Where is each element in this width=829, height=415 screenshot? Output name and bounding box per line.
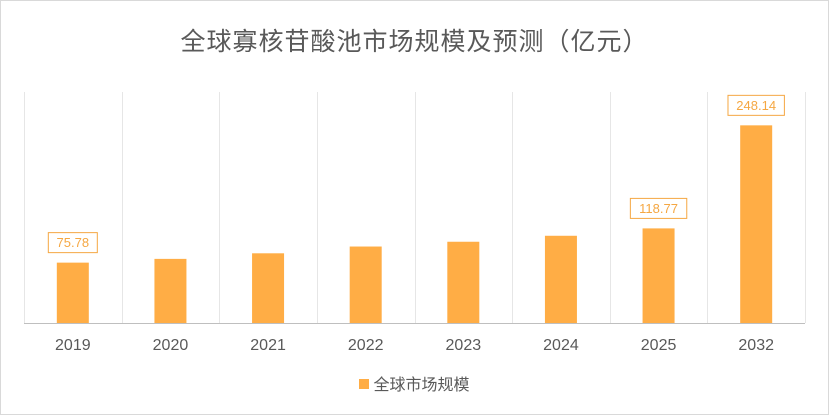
x-tick-label: 2022 bbox=[348, 337, 384, 354]
data-label: 118.77 bbox=[639, 201, 678, 216]
x-tick-label: 2024 bbox=[543, 337, 579, 354]
bar-2021 bbox=[252, 253, 285, 323]
bar-2022 bbox=[349, 246, 382, 323]
x-tick-label: 2032 bbox=[738, 337, 774, 354]
legend-swatch bbox=[359, 379, 370, 389]
bar-2023 bbox=[447, 241, 480, 323]
data-label: 248.14 bbox=[736, 98, 776, 113]
bar-2025 bbox=[642, 228, 675, 323]
legend: 全球市场规模 bbox=[0, 371, 829, 395]
data-label-box bbox=[629, 197, 688, 219]
x-tick-label: 2025 bbox=[641, 337, 677, 354]
x-tick-label: 2021 bbox=[250, 337, 286, 354]
x-tick-label: 2020 bbox=[153, 337, 189, 354]
legend-label: 全球市场规模 bbox=[373, 375, 470, 394]
x-tick-label: 2019 bbox=[55, 337, 91, 354]
bar-2019 bbox=[56, 262, 89, 323]
bar-2020 bbox=[154, 258, 187, 323]
data-label: 75.78 bbox=[57, 235, 90, 250]
data-label-box bbox=[727, 94, 785, 116]
x-tick-label: 2023 bbox=[446, 337, 482, 354]
bar-2032 bbox=[740, 125, 773, 323]
data-label-box bbox=[47, 232, 98, 254]
chart-title: 全球寡核苷酸池市场规模及预测（亿元） bbox=[180, 27, 649, 56]
bar-2024 bbox=[544, 235, 577, 323]
